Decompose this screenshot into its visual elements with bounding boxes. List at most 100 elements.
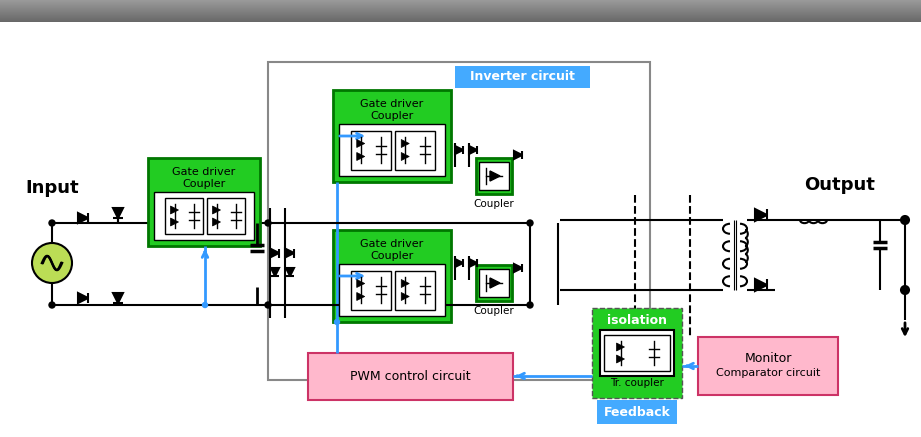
Polygon shape	[356, 153, 365, 160]
Bar	[455, 66, 590, 88]
Bar	[0, 10, 921, 11]
Circle shape	[32, 243, 72, 283]
Text: Gate driver: Gate driver	[360, 239, 424, 249]
Polygon shape	[270, 249, 279, 257]
Bar	[0, 18, 921, 19]
Bar	[0, 0, 921, 1]
Text: Output: Output	[805, 176, 876, 194]
Bar	[0, 6, 921, 7]
Bar	[0, 16, 921, 17]
Bar	[333, 230, 451, 322]
Circle shape	[527, 220, 533, 226]
Bar	[476, 158, 512, 194]
Polygon shape	[170, 206, 179, 214]
Bar	[0, 15, 921, 16]
Polygon shape	[755, 209, 767, 221]
Bar	[0, 4, 921, 5]
Polygon shape	[271, 268, 279, 276]
Polygon shape	[113, 208, 123, 218]
Polygon shape	[616, 355, 624, 363]
Polygon shape	[402, 280, 409, 288]
Polygon shape	[490, 171, 500, 181]
Bar	[0, 14, 921, 15]
Polygon shape	[455, 146, 463, 154]
Bar	[0, 18, 921, 19]
Bar	[0, 2, 921, 3]
Text: Comparator circuit: Comparator circuit	[716, 368, 821, 378]
Bar	[339, 264, 445, 316]
Circle shape	[49, 302, 55, 308]
Bar	[0, 11, 921, 12]
Bar	[479, 162, 509, 190]
Bar	[268, 62, 650, 380]
Polygon shape	[356, 139, 365, 148]
Text: Coupler: Coupler	[473, 199, 514, 209]
Bar	[604, 335, 670, 371]
Bar	[207, 198, 245, 234]
Polygon shape	[213, 206, 220, 214]
Text: Coupler: Coupler	[370, 111, 414, 121]
Bar	[0, 12, 921, 13]
Bar	[0, 5, 921, 6]
Polygon shape	[402, 153, 409, 160]
Polygon shape	[78, 213, 88, 223]
Text: Input: Input	[25, 179, 79, 197]
Bar	[0, 4, 921, 5]
Polygon shape	[356, 280, 365, 288]
Polygon shape	[469, 146, 477, 154]
Bar	[0, 12, 921, 13]
Text: PWM control circuit: PWM control circuit	[350, 370, 471, 383]
Bar	[0, 5, 921, 6]
Text: Feedback: Feedback	[603, 406, 670, 419]
Bar	[0, 21, 921, 22]
Polygon shape	[213, 218, 220, 226]
Text: Coupler: Coupler	[370, 251, 414, 261]
Bar	[0, 6, 921, 7]
Polygon shape	[469, 259, 477, 267]
Polygon shape	[78, 293, 88, 303]
Bar	[0, 15, 921, 16]
Bar	[154, 192, 254, 240]
Circle shape	[901, 286, 909, 294]
Circle shape	[203, 302, 207, 308]
Bar	[0, 20, 921, 21]
Bar	[0, 19, 921, 20]
Bar	[0, 17, 921, 18]
Circle shape	[902, 287, 908, 293]
Bar	[308, 353, 513, 400]
Circle shape	[901, 216, 909, 224]
Bar	[0, 7, 921, 8]
Text: Monitor: Monitor	[744, 353, 792, 365]
Bar	[339, 124, 445, 176]
Bar	[592, 308, 682, 398]
Polygon shape	[113, 293, 123, 303]
Bar	[0, 8, 921, 9]
Circle shape	[49, 220, 55, 226]
Bar	[0, 7, 921, 8]
Bar	[0, 19, 921, 20]
Bar	[333, 90, 451, 182]
Text: Coupler: Coupler	[473, 306, 514, 316]
Text: Inverter circuit: Inverter circuit	[470, 70, 575, 83]
Bar	[0, 1, 921, 2]
Bar	[0, 9, 921, 10]
Bar	[0, 13, 921, 14]
Bar	[0, 16, 921, 17]
Bar	[597, 400, 677, 424]
Polygon shape	[402, 139, 409, 148]
Bar	[0, 17, 921, 18]
Bar	[698, 337, 838, 395]
Polygon shape	[490, 278, 500, 288]
Bar	[148, 158, 260, 246]
Polygon shape	[616, 343, 624, 351]
Polygon shape	[514, 151, 522, 159]
Circle shape	[527, 302, 533, 308]
Bar	[0, 3, 921, 4]
Bar	[0, 1, 921, 2]
Circle shape	[334, 319, 340, 325]
Polygon shape	[514, 264, 522, 272]
Bar	[0, 10, 921, 11]
Circle shape	[265, 302, 271, 308]
Polygon shape	[755, 279, 767, 291]
Bar	[395, 131, 436, 170]
